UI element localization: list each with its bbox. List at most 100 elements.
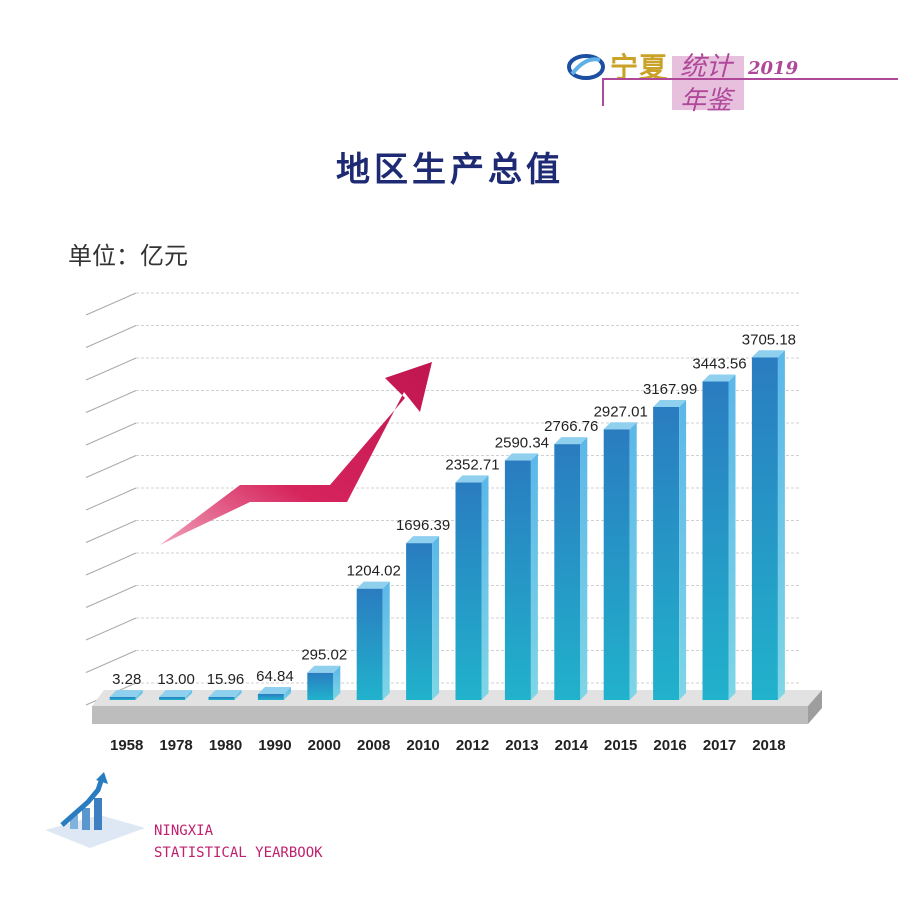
category-label-2017: 2017 — [703, 737, 736, 754]
bar-side — [283, 687, 291, 700]
category-label-1958: 1958 — [110, 737, 143, 754]
yearbook-chart-logo-icon — [45, 772, 145, 848]
unit-label: 单位：亿元 — [68, 242, 188, 270]
value-label-2015: 2927.01 — [594, 403, 648, 420]
grid-line-diagonal — [85, 292, 137, 316]
grid-line-diagonal — [85, 552, 137, 576]
bar-top — [406, 536, 440, 544]
bar-front — [356, 588, 383, 700]
bar-top — [455, 475, 489, 483]
header-title-tongji: 统计 — [680, 52, 733, 82]
bar-side — [234, 690, 242, 700]
bar-1990 — [257, 687, 291, 700]
bar-side — [382, 581, 390, 700]
category-labels: 1958 1978 1980 1990 2000 2008 2010 2012 2013 2014… — [110, 737, 786, 754]
bar-front — [159, 697, 186, 700]
grid-line-diagonal — [85, 357, 137, 381]
yearbook-header: 宁夏 统计 年鉴 2019 — [0, 0, 900, 130]
grid-line-diagonal — [85, 487, 137, 511]
bar-2014 — [554, 437, 588, 700]
value-label-1990: 64.84 — [256, 668, 294, 685]
footer-line-yearbook: STATISTICAL YEARBOOK — [154, 845, 323, 861]
bar-front — [554, 444, 581, 700]
bar-top — [257, 687, 291, 695]
category-label-1980: 1980 — [209, 737, 242, 754]
bar-2017 — [702, 374, 736, 700]
bar-front — [257, 694, 284, 700]
value-label-2013: 2590.34 — [495, 434, 549, 451]
grid-line-diagonal — [85, 325, 137, 348]
bar-1958 — [109, 690, 143, 700]
category-label-2015: 2015 — [604, 737, 637, 754]
bar-side — [185, 690, 193, 700]
bar-front — [208, 697, 235, 700]
bar-side — [679, 399, 687, 700]
grid-line-diagonal — [85, 650, 137, 673]
value-label-1978: 13.00 — [157, 671, 195, 688]
bar-top — [603, 422, 637, 430]
bar-2013 — [504, 453, 538, 700]
bar-top — [208, 690, 242, 697]
category-label-1990: 1990 — [258, 737, 291, 754]
category-label-2012: 2012 — [456, 737, 489, 754]
bar-1980 — [208, 690, 242, 700]
value-label-2018: 3705.18 — [742, 331, 796, 348]
bar-front — [109, 697, 136, 700]
base-front — [92, 706, 808, 724]
bar-top — [109, 690, 143, 697]
grid-line-diagonal — [85, 585, 137, 608]
bar-2015 — [603, 422, 637, 700]
grid-line-diagonal — [85, 617, 137, 641]
bar-1978 — [159, 690, 193, 700]
bar-side — [530, 453, 538, 700]
chart-title: 地区生产总值 — [336, 150, 564, 190]
category-label-2018: 2018 — [752, 737, 785, 754]
bar-side — [629, 422, 637, 700]
bar-side — [777, 350, 785, 700]
value-label-2017: 3443.56 — [692, 355, 746, 372]
bar-front — [504, 460, 531, 700]
grid-line-diagonal — [85, 455, 137, 478]
bar-2012 — [455, 475, 489, 700]
grid-line-diagonal — [85, 390, 137, 413]
footer-line-ningxia: NINGXIA — [154, 823, 214, 839]
category-label-2016: 2016 — [653, 737, 686, 754]
bar-side — [728, 374, 736, 700]
value-label-2000: 295.02 — [301, 647, 347, 664]
bar-side — [135, 690, 143, 700]
bar-front — [406, 543, 433, 700]
value-label-1980: 15.96 — [207, 671, 245, 688]
bar-side — [333, 665, 341, 700]
bar-top — [504, 453, 538, 461]
bar-side — [432, 536, 440, 700]
bar-front — [603, 429, 630, 700]
category-label-1978: 1978 — [159, 737, 192, 754]
header-year: 2019 — [748, 58, 799, 79]
bar-front — [751, 357, 778, 700]
value-label-2014: 2766.76 — [544, 418, 598, 435]
header-title-nianjian: 年鉴 — [680, 86, 733, 116]
base-side — [808, 690, 822, 724]
bar-2000 — [307, 665, 341, 700]
bar-top — [159, 690, 193, 697]
value-labels: 3.28 13.00 15.96 64.84 295.02 1204.02 1696.39 2… — [112, 331, 796, 688]
category-label-2010: 2010 — [406, 737, 439, 754]
value-label-2012: 2352.71 — [445, 456, 499, 473]
bars — [109, 350, 785, 700]
bar-top — [751, 350, 785, 358]
bar-top — [702, 374, 736, 382]
bar-front — [653, 406, 680, 700]
trend-arrow-icon — [160, 362, 432, 545]
bar-top — [554, 437, 588, 445]
bar-front — [455, 482, 482, 700]
yearbook-logo-icon — [567, 54, 605, 80]
grid-line-diagonal — [85, 520, 137, 543]
bar-front — [702, 381, 729, 700]
bar-side — [580, 437, 588, 700]
bar-2010 — [406, 536, 440, 700]
value-label-1958: 3.28 — [112, 671, 141, 688]
value-label-2010: 1696.39 — [396, 517, 450, 534]
footer-text: NINGXIA STATISTICAL YEARBOOK — [154, 820, 323, 864]
bar-2008 — [356, 581, 390, 700]
header-vertical-rule — [602, 80, 604, 106]
